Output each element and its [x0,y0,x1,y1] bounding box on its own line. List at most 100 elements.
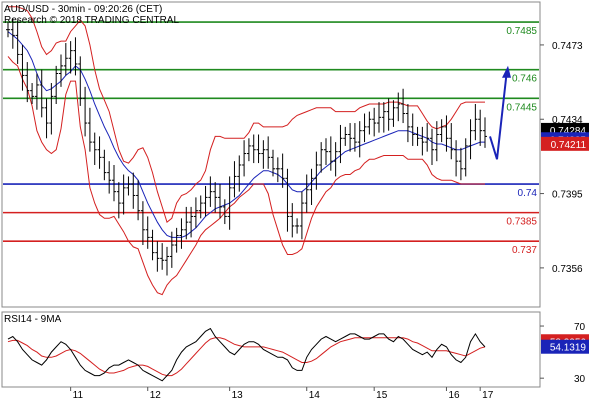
price-bar [73,37,78,76]
price-bar [121,174,126,215]
x-tick-label: 13 [232,390,244,400]
x-tick-label: 12 [150,390,162,400]
price-bar [304,174,309,213]
moving-average-line [7,31,485,238]
price-bar [203,185,208,217]
price-bar [126,176,131,196]
price-bar [59,54,63,87]
x-tick-label: 16 [448,390,460,400]
lower-band-line [7,56,485,296]
chart-credit: Research © 2018 TRADING CENTRAL [4,15,179,26]
projection-arrowhead [502,65,511,78]
rsi-ma-line [7,337,486,377]
price-bar [68,41,73,74]
price-bar [97,136,102,169]
price-badge-label: 0.74211 [551,140,587,151]
price-bar [381,102,386,133]
price-bar [136,180,141,221]
price-bar [242,140,247,177]
price-bar [285,168,290,232]
price-bar [372,107,377,137]
price-bar [256,134,261,164]
rsi-tick-label: 70 [574,322,586,333]
price-bar [30,83,35,104]
chart-title: AUD/USD - 30min - 09:20:26 (CET) [4,4,162,15]
level-label: 0.737 [512,245,537,256]
price-bar [271,149,275,177]
price-bar [10,18,15,49]
price-bar [193,197,198,228]
price-bar [261,140,266,169]
price-bar [155,241,160,272]
x-tick-label: 15 [376,390,388,400]
y-tick-label: 0.7434 [552,115,583,126]
price-bar [275,157,280,183]
indicator-panel [1,311,541,388]
price-bar [174,227,179,253]
price-bar [189,206,194,238]
price-bar [165,246,169,276]
price-bar [102,149,107,181]
rsi-line [7,327,486,382]
level-label: 0.746 [512,74,537,85]
price-bar [131,172,136,209]
price-badge-label: 0.74284 [550,126,587,137]
price-bar [246,138,251,162]
price-bar [483,117,487,148]
price-bar [458,147,463,181]
price-bar [357,121,362,158]
price-bar [116,182,121,219]
price-bar [410,113,415,146]
price-bar [295,218,300,234]
rsi-badge-label: 54.1319 [550,343,587,354]
price-bar [184,206,189,240]
price-badge [541,136,589,151]
price-bar [473,104,478,141]
price-bar [415,126,420,146]
x-tick-label: 11 [73,390,84,400]
price-panel [1,1,541,308]
price-bar [83,86,88,137]
price-bar [386,98,391,131]
price-bar [430,128,434,165]
price-bar [44,98,49,139]
price-bar [328,136,333,171]
y-tick-label: 0.7473 [552,41,583,52]
price-bar [107,161,112,194]
level-label: 0.7485 [506,26,537,37]
level-label: 0.7445 [506,102,537,113]
price-bar [39,69,44,118]
price-bar [78,56,83,106]
price-bar [343,126,348,146]
price-bar [425,123,430,152]
price-bar [439,119,444,143]
price-bar [468,119,473,160]
price-bar [367,111,372,135]
price-bar [290,203,295,238]
y-tick-label: 0.7356 [552,264,583,275]
level-label: 0.7385 [506,217,537,228]
price-bar [324,138,328,165]
price-bar [299,191,304,240]
price-bar [338,124,343,164]
level-label: 0.74 [518,188,538,199]
price-bar [449,123,454,160]
price-bar [179,218,184,249]
price-bar [362,113,367,143]
price-bar [87,107,92,152]
price-bar [92,132,97,165]
rsi-badge [541,339,589,354]
price-bar [222,199,227,225]
price-bar [478,109,483,146]
y-tick-label: 0.7395 [552,190,583,201]
price-bar [309,168,314,205]
price-bar [34,73,39,110]
price-bar [112,164,116,202]
price-bar [198,195,203,219]
price-bar [251,134,256,164]
price-bar [63,43,68,76]
upper-band-line [8,6,485,224]
price-bar [391,100,396,127]
price-bar [232,161,237,198]
